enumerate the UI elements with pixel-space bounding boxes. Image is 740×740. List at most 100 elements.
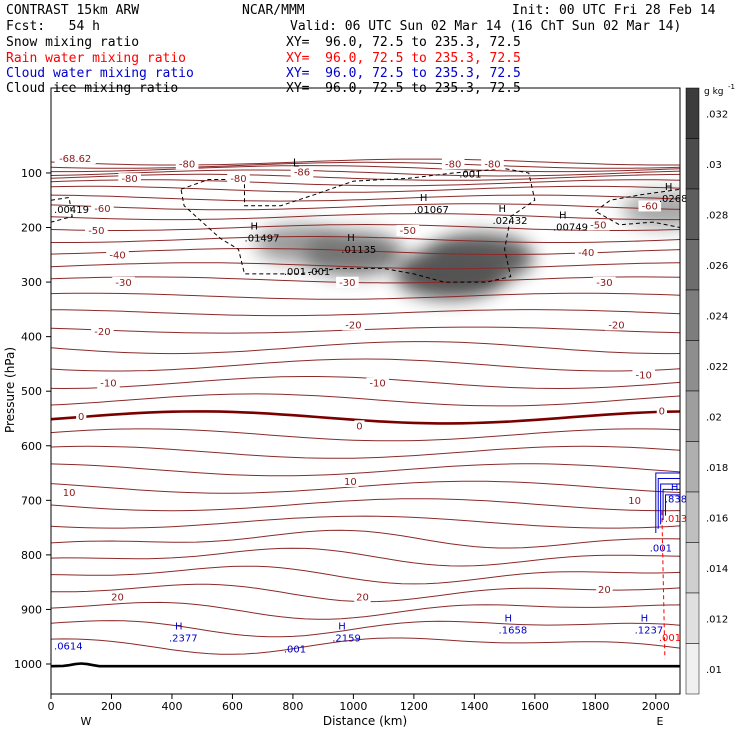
cloud-water-contour <box>657 477 680 529</box>
y-axis-title: Pressure (hPa) <box>3 347 17 433</box>
y-tick-label: 600 <box>21 440 42 453</box>
isotherm-line <box>51 276 680 284</box>
valid-time: Valid: 06 UTC Sun 02 Mar 14 (16 ChT Sun … <box>290 19 682 34</box>
cloud-water-contour <box>660 483 680 525</box>
x-tick-label: 1800 <box>581 700 609 713</box>
colorbar-swatch <box>685 390 700 442</box>
cloud-water-max-value: .2377 <box>169 633 198 644</box>
ice-max-value: .02432 <box>493 216 528 227</box>
isotherm-label-bg <box>76 411 87 423</box>
x-tick-label: 200 <box>101 700 122 713</box>
cloud-ice-outline <box>180 168 536 283</box>
isotherm-label-bg <box>605 319 628 331</box>
ice-max-marker: H <box>665 182 673 193</box>
isotherm-line <box>51 165 680 173</box>
colorbar-tick-label: .032 <box>706 109 728 120</box>
colorbar: .032 .03 .028 .026 .024 .022 .02 .018 .016 .014 .0… <box>685 87 728 695</box>
cloud-water-max-value: .2159 <box>332 633 361 644</box>
isotherm-line <box>51 601 680 620</box>
colorbar-swatch <box>685 340 700 392</box>
cloud-ice-outline <box>595 188 680 229</box>
isotherm-label: -80 <box>121 174 137 185</box>
colorbar-swatch <box>685 289 700 341</box>
colorbar-tick-label: .03 <box>706 160 722 171</box>
colorbar-swatch <box>685 138 700 190</box>
ice-max-value: .01067 <box>414 205 449 216</box>
isotherm-label-bg <box>227 173 250 185</box>
isotherm-line <box>51 326 680 334</box>
isotherm-label-bg <box>396 224 420 236</box>
isotherm-label-bg <box>481 158 504 170</box>
isotherm-label: -10 <box>100 379 116 390</box>
x-tick-label: 0 <box>48 700 55 713</box>
colorbar-tick-label: .018 <box>706 463 728 474</box>
isotherm-label-bg <box>112 276 135 288</box>
cloud-ice-outline <box>51 196 73 223</box>
isotherm-label: -30 <box>596 278 612 289</box>
isotherm-line <box>51 445 680 459</box>
field-name-rain: Rain water mixing ratio <box>6 51 187 66</box>
isotherm-label-bg <box>441 158 465 170</box>
isotherm-label-bg <box>626 495 643 507</box>
y-tick-label: 400 <box>21 331 42 344</box>
x-tick-label: 800 <box>282 700 303 713</box>
center-name: NCAR/MMM <box>242 3 305 18</box>
isotherm-label: 0 <box>356 421 362 432</box>
colorbar-tick-label: .012 <box>706 614 728 625</box>
isotherm-label-bg <box>109 591 126 603</box>
ice-max-value: .00419 <box>54 205 89 216</box>
low-marker: L <box>293 156 300 169</box>
ice-max-value: .001 <box>308 267 330 278</box>
x-end-label-west: W <box>81 715 92 728</box>
isotherm-line <box>51 428 680 442</box>
isotherm-label-bg <box>97 377 120 389</box>
temperature-contours <box>51 158 680 668</box>
isotherm-line <box>51 194 680 202</box>
cloud-water-max-value: .001 <box>650 543 672 554</box>
isotherm-label-bg <box>91 325 114 337</box>
isotherm-label-bg <box>106 249 129 261</box>
colorbar-tick-label: .028 <box>706 210 728 221</box>
colorbar-tick-label: .022 <box>706 362 728 373</box>
isotherm-label-bg <box>290 166 314 178</box>
isotherm-line <box>51 262 680 270</box>
colorbar-swatch <box>685 87 700 139</box>
isotherm-label: -50 <box>590 221 606 232</box>
isotherm-label: -10 <box>369 379 385 390</box>
isotherm-line <box>51 529 680 549</box>
isotherm-line <box>51 179 680 187</box>
model-name: CONTRAST 15km ARW <box>6 3 140 18</box>
ice-max-marker: H <box>499 204 507 215</box>
isotherm-label: 20 <box>111 593 124 604</box>
x-tick-label: 1600 <box>521 700 549 713</box>
isotherm-line <box>51 185 680 193</box>
y-tick-label: 700 <box>21 494 42 507</box>
isotherm-label: -68.62 <box>59 154 91 165</box>
cloud-water-max-value: .001 <box>284 644 306 655</box>
isotherm-line <box>51 620 680 638</box>
isotherm-label-bg <box>632 369 656 381</box>
isotherm-label: -86 <box>294 168 310 179</box>
y-tick-label: 800 <box>21 549 42 562</box>
isotherm-label: -60 <box>94 204 110 215</box>
isotherm-line <box>51 547 680 567</box>
cloud-water-max-value: .1237 <box>635 625 664 636</box>
isotherm-label: 20 <box>356 593 369 604</box>
isotherm-label: 0 <box>78 412 84 423</box>
isotherm-label-bg <box>342 319 365 331</box>
cloud-water-contour <box>655 472 680 534</box>
isotherm-line <box>51 236 680 243</box>
ice-max-value: .001 <box>284 267 306 278</box>
isotherm-label-bg <box>366 377 389 389</box>
isotherm-label: -40 <box>578 248 594 259</box>
colorbar-swatch <box>685 592 700 644</box>
isotherm-line <box>51 173 680 181</box>
x-tick-label: 1000 <box>339 700 367 713</box>
ice-max-value: .00749 <box>553 223 588 234</box>
isotherm-label-bg <box>175 158 199 170</box>
colorbar-swatch <box>685 643 700 695</box>
isotherm-line <box>51 358 680 372</box>
rain-value: .0136 <box>665 514 694 525</box>
cloud-water-max-marker: H <box>641 613 649 624</box>
